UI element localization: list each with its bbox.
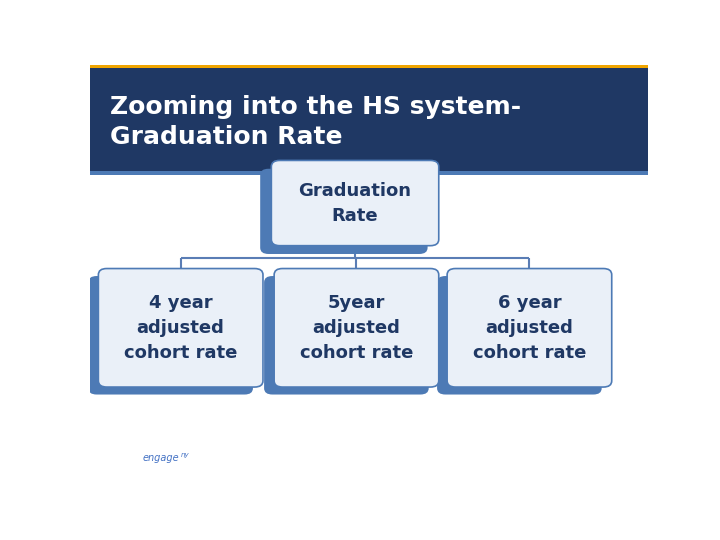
FancyBboxPatch shape <box>274 268 438 387</box>
Text: 5year
adjusted
cohort rate: 5year adjusted cohort rate <box>300 294 413 362</box>
FancyBboxPatch shape <box>90 65 648 68</box>
Text: ny: ny <box>181 452 189 458</box>
Text: Graduation
Rate: Graduation Rate <box>299 181 412 225</box>
FancyBboxPatch shape <box>271 160 438 246</box>
FancyBboxPatch shape <box>90 68 648 171</box>
FancyBboxPatch shape <box>90 171 648 175</box>
FancyBboxPatch shape <box>264 276 428 395</box>
FancyBboxPatch shape <box>447 268 612 387</box>
FancyBboxPatch shape <box>99 268 263 387</box>
FancyBboxPatch shape <box>260 169 428 254</box>
Text: 6 year
adjusted
cohort rate: 6 year adjusted cohort rate <box>473 294 586 362</box>
Text: engage: engage <box>143 453 179 463</box>
FancyBboxPatch shape <box>437 276 602 395</box>
Text: Zooming into the HS system-
Graduation Rate: Zooming into the HS system- Graduation R… <box>109 94 521 149</box>
FancyBboxPatch shape <box>89 276 253 395</box>
Text: 4 year
adjusted
cohort rate: 4 year adjusted cohort rate <box>124 294 238 362</box>
